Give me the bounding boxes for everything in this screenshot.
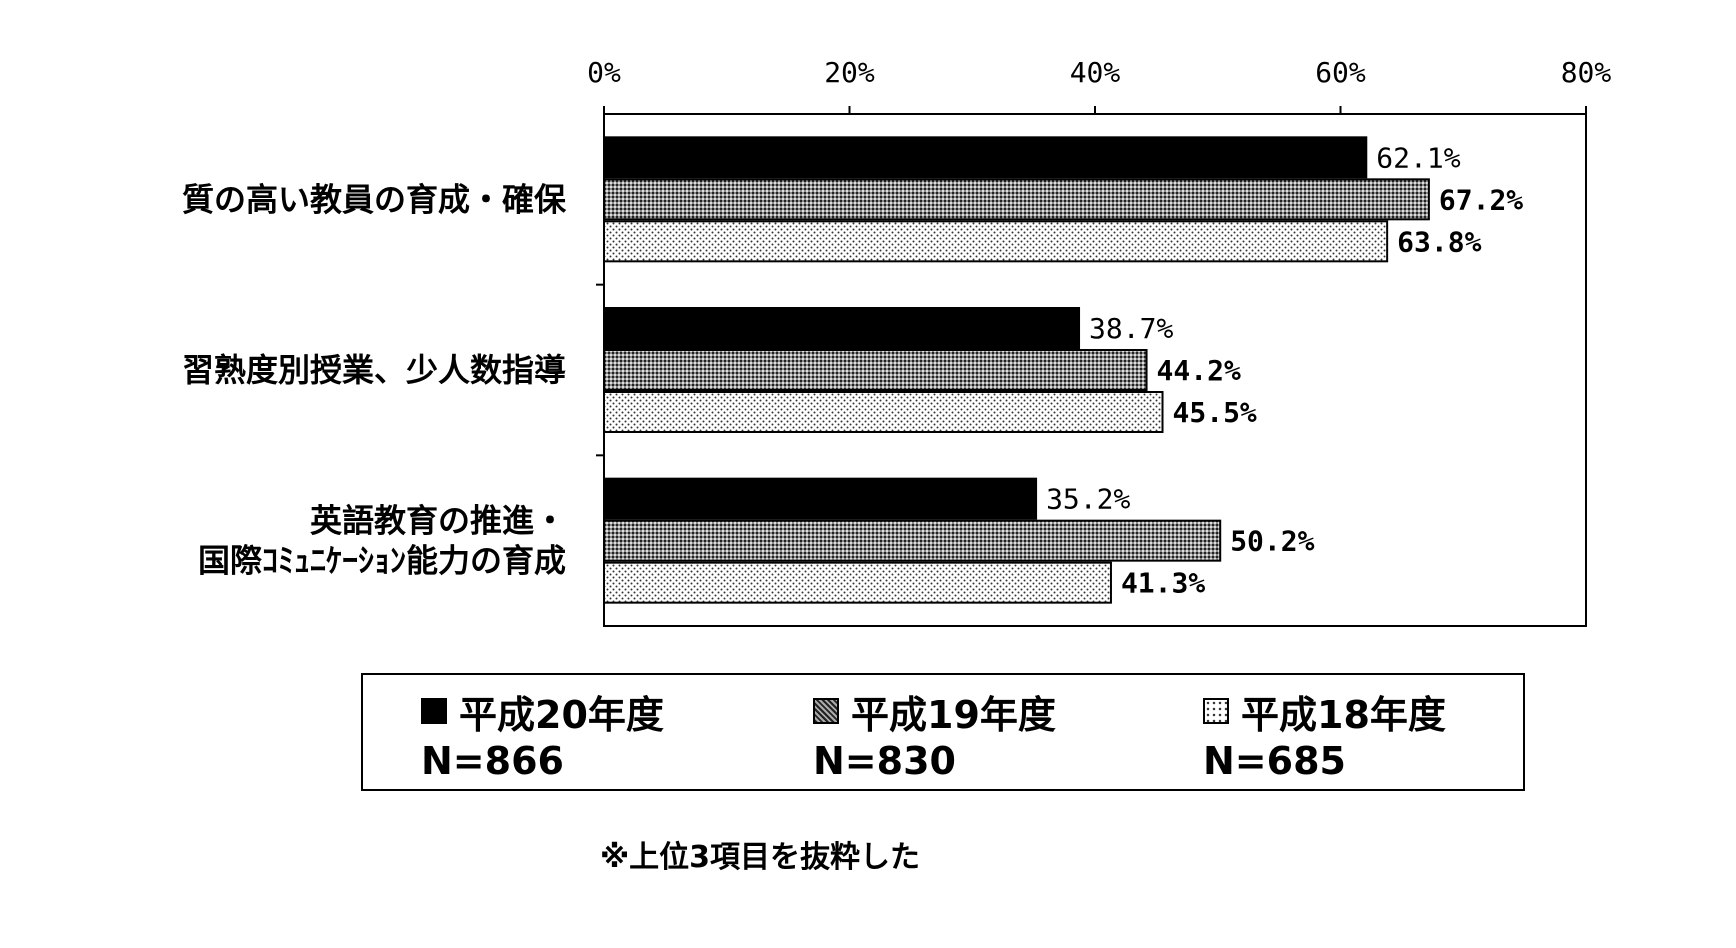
x-tick-label: 40% <box>1070 56 1121 89</box>
bar <box>603 519 1222 562</box>
category-label: 習熟度別授業、少人数指導 <box>182 351 566 389</box>
legend-item-h18: 平成18年度 N=685 <box>1203 689 1543 783</box>
bar <box>603 178 1430 221</box>
legend-n-h20: N=866 <box>421 739 564 783</box>
legend-swatch-h18 <box>1203 698 1229 724</box>
footnote: ※上位3項目を抜粋した <box>600 840 921 875</box>
bar <box>603 136 1368 179</box>
legend: 平成20年度 N=866 平成19年度 N=830 平成18年度 N=685 <box>361 673 1525 791</box>
legend-swatch-h20 <box>421 698 447 724</box>
data-label: 62.1% <box>1376 141 1460 174</box>
bar <box>603 220 1389 263</box>
legend-item-h19: 平成19年度 N=830 <box>813 689 1153 783</box>
legend-label-h18: 平成18年度 <box>1241 692 1446 737</box>
data-label: 63.8% <box>1397 225 1481 258</box>
legend-n-h19: N=830 <box>813 739 956 783</box>
x-tick-label: 60% <box>1315 56 1366 89</box>
data-label: 44.2% <box>1157 354 1241 387</box>
bar <box>603 391 1164 433</box>
data-label: 45.5% <box>1173 396 1257 429</box>
bar <box>603 349 1148 391</box>
bar <box>603 307 1081 349</box>
category-label: 国際ｺﾐｭﾆｹｰｼｮﾝ能力の育成 <box>198 542 566 580</box>
data-label: 41.3% <box>1121 567 1205 600</box>
data-label: 38.7% <box>1089 312 1173 345</box>
plot-area: 0% 20% 40% 60% 80% 質の高い教員の育成・確保 62.1% 67.2% 63.8… <box>182 56 1612 627</box>
legend-n-h18: N=685 <box>1203 739 1346 783</box>
x-tick-label: 20% <box>824 56 875 89</box>
legend-item-h20: 平成20年度 N=866 <box>421 689 761 783</box>
data-label: 50.2% <box>1230 525 1314 558</box>
data-label: 67.2% <box>1439 183 1523 216</box>
category-label: 質の高い教員の育成・確保 <box>182 180 567 218</box>
bar <box>603 477 1038 520</box>
legend-label-h19: 平成19年度 <box>851 692 1056 737</box>
bar <box>603 561 1112 604</box>
legend-label-h20: 平成20年度 <box>459 692 664 737</box>
x-tick-label: 80% <box>1561 56 1612 89</box>
category-label: 英語教育の推進・ <box>310 502 566 540</box>
data-label: 35.2% <box>1046 483 1130 516</box>
legend-swatch-h19 <box>813 698 839 724</box>
bar-chart: 0% 20% 40% 60% 80% 質の高い教員の育成・確保 62.1% 67.2% 63.8… <box>182 56 1612 627</box>
x-tick-label: 0% <box>587 56 621 89</box>
